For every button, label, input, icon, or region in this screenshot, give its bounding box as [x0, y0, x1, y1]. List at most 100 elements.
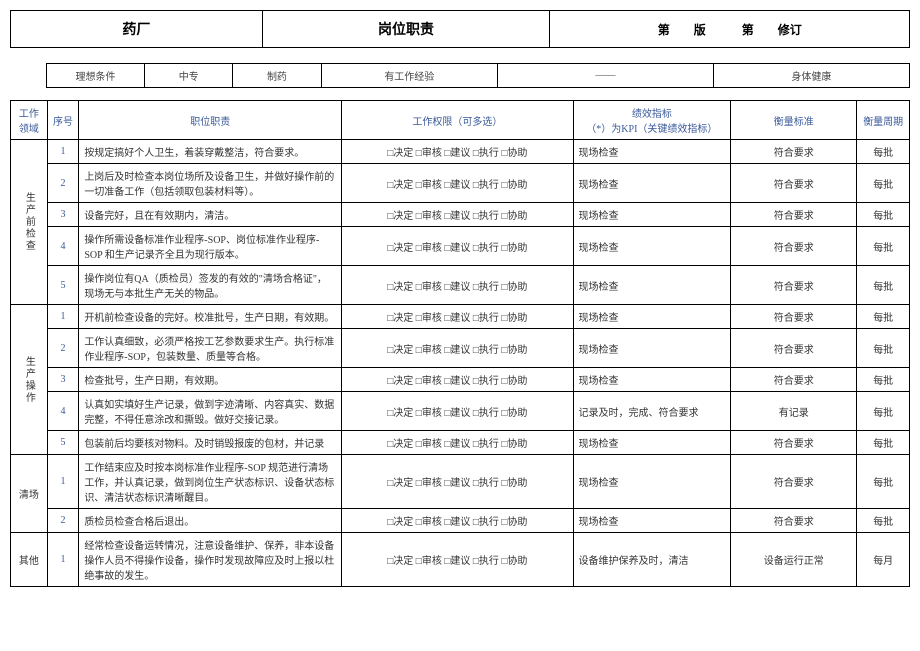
- perm-cell: □决定 □审核 □建议 □执行 □协助: [342, 455, 573, 509]
- seq-cell: 3: [47, 368, 79, 392]
- kpi-cell: 记录及时，完成、符合要求: [573, 392, 731, 431]
- seq-cell: 1: [47, 305, 79, 329]
- th-seq: 序号: [47, 101, 79, 140]
- std-cell: 符合要求: [731, 455, 857, 509]
- kpi-cell: 现场检查: [573, 455, 731, 509]
- std-cell: 符合要求: [731, 203, 857, 227]
- table-row: 其他1经常检查设备运转情况，注意设备维护、保养，非本设备操作人员不得操作设备，操…: [11, 533, 910, 587]
- perm-cell: □决定 □审核 □建议 □执行 □协助: [342, 329, 573, 368]
- duty-cell: 质检员检查合格后退出。: [79, 509, 342, 533]
- th-cycle: 衡量周期: [857, 101, 910, 140]
- table-row: 5操作岗位有QA（质检员）签发的有效的"清场合格证"，现场无与本批生产无关的物品…: [11, 266, 910, 305]
- duty-cell: 包装前后均要核对物料。及时销毁报废的包材，并记录: [79, 431, 342, 455]
- cycle-cell: 每批: [857, 509, 910, 533]
- duty-cell: 开机前检查设备的完好。校准批号，生产日期，有效期。: [79, 305, 342, 329]
- kpi-cell: 现场检查: [573, 431, 731, 455]
- th-kpi: 绩效指标 （*）为KPI（关键绩效指标）: [573, 101, 731, 140]
- seq-cell: 2: [47, 164, 79, 203]
- cycle-cell: 每批: [857, 392, 910, 431]
- th-duty: 职位职责: [79, 101, 342, 140]
- conditions-table: 理想条件 中专 制药 有工作经验 —— 身体健康: [46, 63, 910, 88]
- kpi-cell: 现场检查: [573, 227, 731, 266]
- duty-cell: 检查批号，生产日期，有效期。: [79, 368, 342, 392]
- table-row: 3设备完好，且在有效期内，清洁。□决定 □审核 □建议 □执行 □协助现场检查符…: [11, 203, 910, 227]
- duty-cell: 操作所需设备标准作业程序-SOP、岗位标准作业程序-SOP 和生产记录齐全且为现…: [79, 227, 342, 266]
- std-cell: 符合要求: [731, 368, 857, 392]
- table-row: 2工作认真细致，必须严格按工艺参数要求生产。执行标准作业程序-SOP，包装数量、…: [11, 329, 910, 368]
- seq-cell: 4: [47, 392, 79, 431]
- table-row: 2上岗后及时检查本岗位场所及设备卫生，并做好操作前的一切准备工作（包括领取包装材…: [11, 164, 910, 203]
- perm-cell: □决定 □审核 □建议 □执行 □协助: [342, 266, 573, 305]
- seq-cell: 3: [47, 203, 79, 227]
- kpi-cell: 现场检查: [573, 266, 731, 305]
- table-row: 3检查批号，生产日期，有效期。□决定 □审核 □建议 □执行 □协助现场检查符合…: [11, 368, 910, 392]
- std-cell: 符合要求: [731, 305, 857, 329]
- perm-cell: □决定 □审核 □建议 □执行 □协助: [342, 140, 573, 164]
- area-cell: 生产前检查: [11, 140, 48, 305]
- perm-cell: □决定 □审核 □建议 □执行 □协助: [342, 392, 573, 431]
- seq-cell: 1: [47, 533, 79, 587]
- std-cell: 符合要求: [731, 164, 857, 203]
- table-row: 2质检员检查合格后退出。□决定 □审核 □建议 □执行 □协助现场检查符合要求每…: [11, 509, 910, 533]
- duty-cell: 工作认真细致，必须严格按工艺参数要求生产。执行标准作业程序-SOP，包装数量、质…: [79, 329, 342, 368]
- seq-cell: 5: [47, 431, 79, 455]
- th-std: 衡量标准: [731, 101, 857, 140]
- duty-cell: 工作结束应及时按本岗标准作业程序-SOP 规范进行清场工作，并认真记录，做到岗位…: [79, 455, 342, 509]
- header-title: 岗位职责: [262, 11, 550, 48]
- cycle-cell: 每批: [857, 329, 910, 368]
- seq-cell: 2: [47, 509, 79, 533]
- duty-cell: 认真如实填好生产记录，做到字迹清晰、内容真实、数据完整，不得任意涂改和撕毁。做好…: [79, 392, 342, 431]
- seq-cell: 5: [47, 266, 79, 305]
- th-area: 工作领域: [11, 101, 48, 140]
- duty-cell: 按规定搞好个人卫生，着装穿戴整洁，符合要求。: [79, 140, 342, 164]
- std-cell: 符合要求: [731, 509, 857, 533]
- std-cell: 符合要求: [731, 227, 857, 266]
- std-cell: 符合要求: [731, 140, 857, 164]
- cycle-cell: 每批: [857, 164, 910, 203]
- perm-cell: □决定 □审核 □建议 □执行 □协助: [342, 509, 573, 533]
- th-perm: 工作权限（可多选）: [342, 101, 573, 140]
- cycle-cell: 每批: [857, 305, 910, 329]
- cycle-cell: 每批: [857, 455, 910, 509]
- seq-cell: 1: [47, 140, 79, 164]
- kpi-cell: 现场检查: [573, 164, 731, 203]
- kpi-cell: 设备维护保养及时，清洁: [573, 533, 731, 587]
- perm-cell: □决定 □审核 □建议 □执行 □协助: [342, 431, 573, 455]
- std-cell: 符合要求: [731, 431, 857, 455]
- table-row: 清场1工作结束应及时按本岗标准作业程序-SOP 规范进行清场工作，并认真记录，做…: [11, 455, 910, 509]
- perm-cell: □决定 □审核 □建议 □执行 □协助: [342, 164, 573, 203]
- cycle-cell: 每批: [857, 227, 910, 266]
- table-row: 生产前检查1按规定搞好个人卫生，着装穿戴整洁，符合要求。□决定 □审核 □建议 …: [11, 140, 910, 164]
- std-cell: 设备运行正常: [731, 533, 857, 587]
- duty-cell: 经常检查设备运转情况，注意设备维护、保养，非本设备操作人员不得操作设备，操作时发…: [79, 533, 342, 587]
- cycle-cell: 每批: [857, 140, 910, 164]
- cond-health: 身体健康: [713, 64, 909, 88]
- header-table: 药厂 岗位职责 第 版 第 修订: [10, 10, 910, 48]
- perm-cell: □决定 □审核 □建议 □执行 □协助: [342, 203, 573, 227]
- table-row: 生产操作1开机前检查设备的完好。校准批号，生产日期，有效期。□决定 □审核 □建…: [11, 305, 910, 329]
- header-company: 药厂: [11, 11, 263, 48]
- kpi-cell: 现场检查: [573, 305, 731, 329]
- cycle-cell: 每月: [857, 533, 910, 587]
- kpi-cell: 现场检查: [573, 509, 731, 533]
- area-cell: 生产操作: [11, 305, 48, 455]
- cycle-cell: 每批: [857, 266, 910, 305]
- perm-cell: □决定 □审核 □建议 □执行 □协助: [342, 368, 573, 392]
- table-row: 4操作所需设备标准作业程序-SOP、岗位标准作业程序-SOP 和生产记录齐全且为…: [11, 227, 910, 266]
- area-cell: 其他: [11, 533, 48, 587]
- std-cell: 符合要求: [731, 266, 857, 305]
- main-table: 工作领域 序号 职位职责 工作权限（可多选） 绩效指标 （*）为KPI（关键绩效…: [10, 100, 910, 587]
- cond-major: 制药: [233, 64, 321, 88]
- duty-cell: 设备完好，且在有效期内，清洁。: [79, 203, 342, 227]
- perm-cell: □决定 □审核 □建议 □执行 □协助: [342, 227, 573, 266]
- std-cell: 符合要求: [731, 329, 857, 368]
- table-row: 5包装前后均要核对物料。及时销毁报废的包材，并记录□决定 □审核 □建议 □执行…: [11, 431, 910, 455]
- duty-cell: 操作岗位有QA（质检员）签发的有效的"清场合格证"，现场无与本批生产无关的物品。: [79, 266, 342, 305]
- kpi-cell: 现场检查: [573, 140, 731, 164]
- seq-cell: 4: [47, 227, 79, 266]
- header-version: 第 版 第 修订: [550, 11, 910, 48]
- cycle-cell: 每批: [857, 368, 910, 392]
- perm-cell: □决定 □审核 □建议 □执行 □协助: [342, 305, 573, 329]
- kpi-cell: 现场检查: [573, 329, 731, 368]
- area-cell: 清场: [11, 455, 48, 533]
